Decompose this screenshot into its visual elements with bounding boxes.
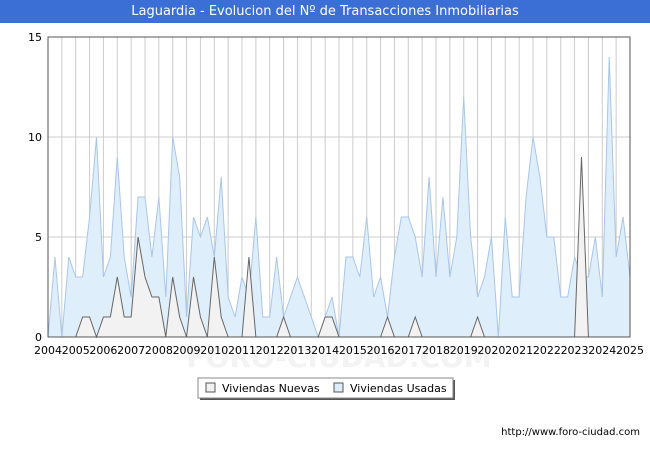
x-tick-label: 2024 <box>588 344 616 357</box>
x-tick-label: 2010 <box>200 344 228 357</box>
x-tick-label: 2019 <box>450 344 478 357</box>
x-tick-label: 2016 <box>367 344 395 357</box>
y-tick-label: 15 <box>28 31 42 44</box>
series-viviendas-usadas-area <box>48 57 630 337</box>
watermark: FORO-CIUDAD.COM <box>186 341 491 374</box>
x-tick-label: 2025 <box>616 344 644 357</box>
y-tick-label: 10 <box>28 131 42 144</box>
x-tick-label: 2014 <box>311 344 339 357</box>
x-tick-label: 2007 <box>117 344 145 357</box>
x-tick-label: 2009 <box>173 344 201 357</box>
x-tick-label: 2023 <box>561 344 589 357</box>
x-tick-label: 2004 <box>34 344 62 357</box>
legend-label-viviendas-usadas: Viviendas Usadas <box>350 382 447 395</box>
source-credit: http://www.foro-ciudad.com <box>501 427 640 438</box>
x-tick-label: 2022 <box>533 344 561 357</box>
x-tick-label: 2012 <box>256 344 284 357</box>
legend-label-viviendas-nuevas: Viviendas Nuevas <box>222 382 320 395</box>
chart-title: Laguardia - Evolucion del Nº de Transacc… <box>131 4 519 19</box>
x-tick-label: 2015 <box>339 344 367 357</box>
x-tick-label: 2008 <box>145 344 173 357</box>
legend <box>197 377 454 399</box>
x-tick-label: 2021 <box>505 344 533 357</box>
legend-swatch-viviendas-nuevas <box>205 382 216 393</box>
y-tick-label: 5 <box>35 231 42 244</box>
x-tick-label: 2018 <box>422 344 450 357</box>
x-tick-label: 2013 <box>283 344 311 357</box>
legend-swatch-viviendas-usadas <box>333 382 344 393</box>
y-tick-label: 0 <box>35 331 42 344</box>
title-bar <box>0 0 650 23</box>
x-tick-label: 2006 <box>89 344 117 357</box>
x-tick-label: 2011 <box>228 344 256 357</box>
x-tick-label: 2005 <box>62 344 90 357</box>
x-tick-label: 2017 <box>394 344 422 357</box>
plot-border <box>47 36 631 338</box>
x-tick-label: 2020 <box>477 344 505 357</box>
